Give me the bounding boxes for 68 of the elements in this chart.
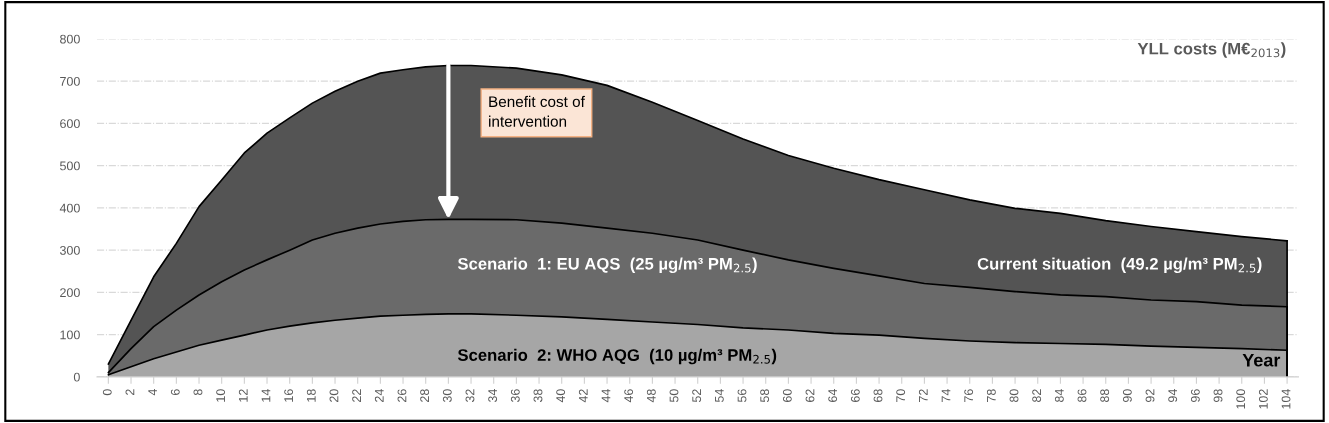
x-tick-label: 6	[170, 389, 180, 396]
x-tick-label: 2	[125, 389, 135, 396]
x-tick-label: 16	[284, 389, 294, 402]
y-tick-label: 500	[60, 161, 80, 171]
x-tick-label: 26	[397, 389, 407, 402]
x-tick-label: 0	[102, 389, 112, 396]
x-tick-label: 98	[1213, 389, 1223, 403]
x-tick-label: 38	[533, 389, 543, 403]
x-tick-label: 40	[556, 389, 566, 403]
x-tick-label: 52	[692, 389, 702, 403]
x-tick-label: 74	[941, 389, 951, 402]
x-tick-label: 100	[1236, 389, 1246, 409]
x-tick-label: 78	[986, 389, 996, 402]
y-tick-label: 300	[59, 245, 80, 255]
y-tick-label: 200	[60, 288, 80, 298]
x-tick-label: 96	[1190, 389, 1200, 403]
x-tick-label: 12	[238, 389, 248, 402]
x-tick-label: 104	[1281, 389, 1291, 409]
x-tick-label: 24	[374, 389, 384, 402]
x-tick-label: 44	[601, 389, 611, 403]
x-tick-label: 86	[1077, 389, 1087, 403]
x-tick-label: 28	[420, 389, 430, 402]
x-tick-label: 56	[737, 389, 747, 403]
x-tick-label: 64	[828, 389, 838, 402]
series-label: Scenario 1: EU AQS (25 µg/m³ PM$_{2.5}$)	[457, 257, 757, 274]
x-tick-label: 32	[465, 389, 475, 403]
series-label: Scenario 2: WHO AQG (10 µg/m³ PM$_{2.5}$)	[457, 348, 777, 365]
x-tick-label: 94	[1168, 389, 1178, 403]
x-tick-label: 62	[805, 389, 815, 402]
x-tick-label: 34	[488, 389, 498, 403]
x-axis-title: Year	[1242, 353, 1281, 367]
y-tick-label: 100	[60, 330, 80, 340]
x-tick-label: 82	[1032, 389, 1042, 403]
x-tick-label: 68	[873, 389, 883, 402]
x-tick-label: 58	[760, 389, 770, 403]
x-tick-label: 92	[1145, 389, 1155, 403]
y-tick-label: 800	[60, 34, 80, 44]
x-tick-label: 8	[193, 389, 203, 396]
x-tick-label: 4	[148, 389, 157, 396]
x-tick-label: 30	[442, 389, 452, 403]
chart-title: YLL costs (M€$_{2013}$)	[1137, 42, 1286, 58]
x-tick-label: 18	[306, 389, 316, 402]
x-tick-label: 10	[216, 389, 226, 402]
x-tick-label: 54	[715, 389, 724, 403]
x-tick-label: 84	[1054, 389, 1064, 403]
x-tick-label: 14	[261, 389, 271, 402]
x-tick-label: 60	[782, 389, 792, 402]
x-tick-label: 36	[510, 389, 520, 403]
x-tick-label: 66	[850, 389, 860, 402]
x-tick-label: 72	[918, 389, 928, 402]
y-tick-label: 700	[60, 76, 80, 86]
x-tick-label: 70	[896, 389, 906, 402]
x-tick-label: 50	[669, 389, 679, 403]
y-tick-label: 400	[59, 203, 80, 213]
x-tick-label: 20	[329, 389, 339, 402]
x-tick-label: 102	[1258, 389, 1268, 409]
x-tick-label: 76	[964, 389, 974, 402]
x-tick-label: 22	[352, 389, 361, 402]
x-tick-label: 80	[1009, 389, 1019, 403]
x-tick-label: 48	[646, 389, 656, 403]
y-tick-label: 600	[60, 119, 80, 129]
y-tick-label: 0	[73, 372, 80, 382]
x-tick-label: 46	[624, 389, 634, 403]
x-tick-label: 90	[1122, 389, 1132, 403]
series-label: Current situation (49.2 µg/m³ PM$_{2.5}$)	[977, 257, 1262, 274]
x-tick-label: 42	[578, 389, 588, 403]
annotation: Benefit cost of intervention	[489, 95, 585, 127]
x-tick-label: 88	[1100, 389, 1110, 403]
